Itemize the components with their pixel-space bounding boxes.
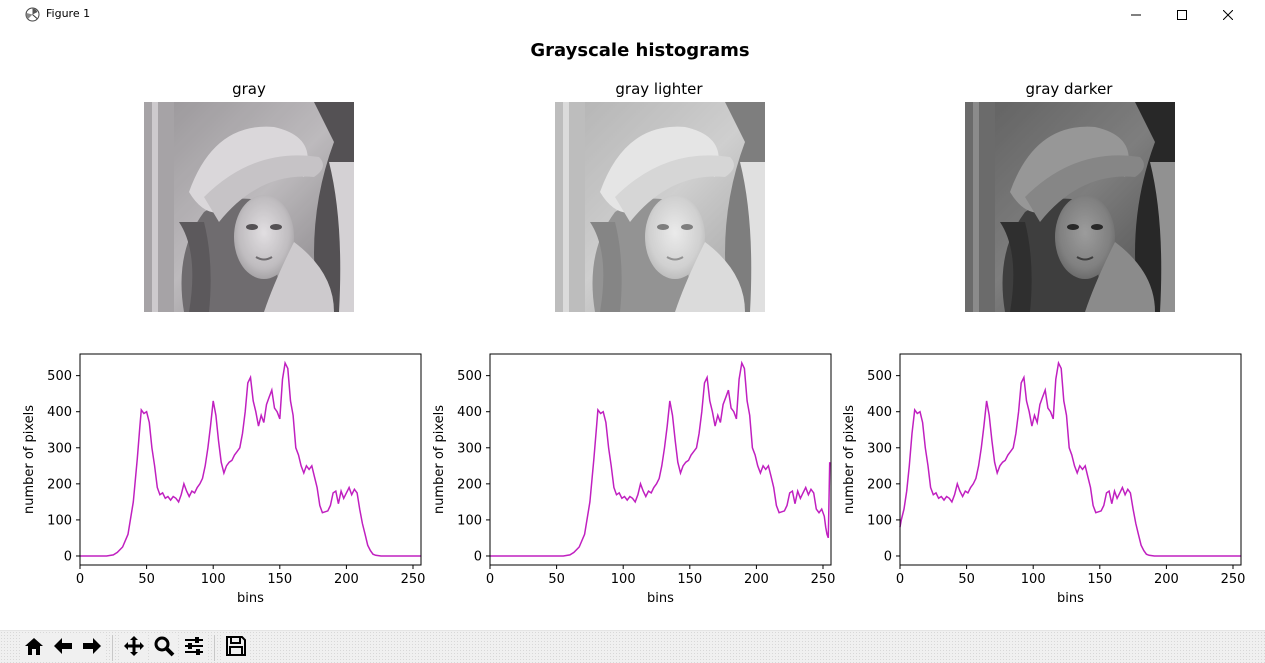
- axes-frame: [489, 353, 832, 566]
- y-tick-label: 100: [47, 513, 72, 528]
- x-tick-label: 100: [611, 572, 636, 587]
- y-tick-label: 200: [457, 477, 482, 492]
- grayscale-image-3: [964, 101, 1176, 313]
- figure-canvas: Grayscale histograms gray gray lighter g…: [0, 30, 1265, 630]
- image-title-1: gray: [232, 80, 266, 98]
- y-axis-label: number of pixels: [432, 405, 447, 514]
- x-tick-label: 100: [201, 572, 226, 587]
- y-tick-label: 300: [47, 441, 72, 456]
- x-axis-label: bins: [237, 591, 264, 606]
- x-tick-label: 100: [1021, 572, 1046, 587]
- navigation-toolbar: [0, 630, 1265, 663]
- figure-svg: Grayscale histograms gray gray lighter g…: [22, 40, 1246, 606]
- axes-frame: [899, 353, 1242, 566]
- y-tick-label: 400: [457, 405, 482, 420]
- forward-icon: [81, 635, 103, 661]
- y-tick-label: 200: [47, 477, 72, 492]
- x-tick-label: 50: [548, 572, 565, 587]
- y-tick-label: 200: [867, 477, 892, 492]
- x-tick-label: 200: [1154, 572, 1179, 587]
- maximize-icon: [1177, 10, 1187, 20]
- close-icon: [1223, 10, 1233, 20]
- forward-button[interactable]: [78, 634, 106, 662]
- y-tick-label: 500: [867, 369, 892, 384]
- image-panel-3: gray darker: [964, 80, 1176, 313]
- x-tick-label: 250: [401, 572, 426, 587]
- y-tick-label: 500: [457, 369, 482, 384]
- y-tick-label: 0: [884, 549, 892, 564]
- x-tick-label: 200: [744, 572, 769, 587]
- y-tick-label: 400: [867, 405, 892, 420]
- y-tick-label: 300: [867, 441, 892, 456]
- x-tick-label: 150: [1087, 572, 1112, 587]
- save-icon: [225, 635, 247, 661]
- y-tick-label: 100: [457, 513, 482, 528]
- x-tick-label: 150: [677, 572, 702, 587]
- configure-subplots-icon: [183, 635, 205, 661]
- x-axis-label: bins: [1057, 591, 1084, 606]
- y-axis-label: number of pixels: [842, 405, 857, 514]
- maximize-button[interactable]: [1159, 0, 1205, 30]
- y-tick-label: 100: [867, 513, 892, 528]
- x-tick-label: 50: [958, 572, 975, 587]
- grayscale-image-1: [143, 101, 355, 313]
- x-tick-label: 0: [76, 572, 84, 587]
- histogram-axes-2: 0 50 100 150 200 250 0 100 200 300 400 500 bins numbe…: [432, 353, 836, 606]
- image-panel-2: gray lighter: [554, 80, 766, 313]
- window-titlebar: Figure 1: [0, 0, 1265, 30]
- image-title-2: gray lighter: [615, 80, 703, 98]
- y-tick-label: 0: [64, 549, 72, 564]
- grayscale-image-2: [554, 101, 766, 313]
- y-tick-label: 300: [457, 441, 482, 456]
- x-tick-label: 200: [334, 572, 359, 587]
- x-tick-label: 250: [1221, 572, 1246, 587]
- y-axis-label: number of pixels: [22, 405, 37, 514]
- close-button[interactable]: [1205, 0, 1251, 30]
- window-title: Figure 1: [46, 7, 91, 20]
- image-title-3: gray darker: [1026, 80, 1114, 98]
- toolbar-separator: [112, 635, 113, 661]
- x-tick-label: 0: [896, 572, 904, 587]
- histogram-axes-1: 0 50 100 150 200 250 0 100 200 300 400 500 bins numbe…: [22, 353, 426, 606]
- pan-button[interactable]: [120, 634, 148, 662]
- histogram-line: [80, 360, 421, 557]
- y-tick-label: 0: [474, 549, 482, 564]
- x-tick-label: 0: [486, 572, 494, 587]
- minimize-icon: [1131, 10, 1141, 20]
- histogram-line: [899, 360, 1241, 557]
- back-icon: [52, 635, 74, 661]
- save-button[interactable]: [222, 634, 250, 662]
- y-tick-label: 500: [47, 369, 72, 384]
- x-tick-label: 250: [811, 572, 836, 587]
- zoom-icon: [153, 635, 175, 661]
- toolbar-separator: [214, 635, 215, 661]
- axes-frame: [79, 353, 422, 566]
- minimize-button[interactable]: [1113, 0, 1159, 30]
- image-panel-1: gray: [143, 80, 355, 313]
- figure-suptitle: Grayscale histograms: [530, 40, 749, 61]
- histogram-line: [490, 360, 831, 557]
- matplotlib-icon: [25, 7, 40, 22]
- zoom-button[interactable]: [150, 634, 178, 662]
- back-button[interactable]: [49, 634, 77, 662]
- home-icon: [23, 635, 45, 661]
- y-tick-label: 400: [47, 405, 72, 420]
- x-tick-label: 50: [138, 572, 155, 587]
- pan-icon: [123, 635, 145, 661]
- x-tick-label: 150: [267, 572, 292, 587]
- home-button[interactable]: [20, 634, 48, 662]
- histogram-axes-3: 0 50 100 150 200 250 0 100 200 300 400 500 bins numbe…: [842, 353, 1246, 606]
- configure-subplots-button[interactable]: [180, 634, 208, 662]
- x-axis-label: bins: [647, 591, 674, 606]
